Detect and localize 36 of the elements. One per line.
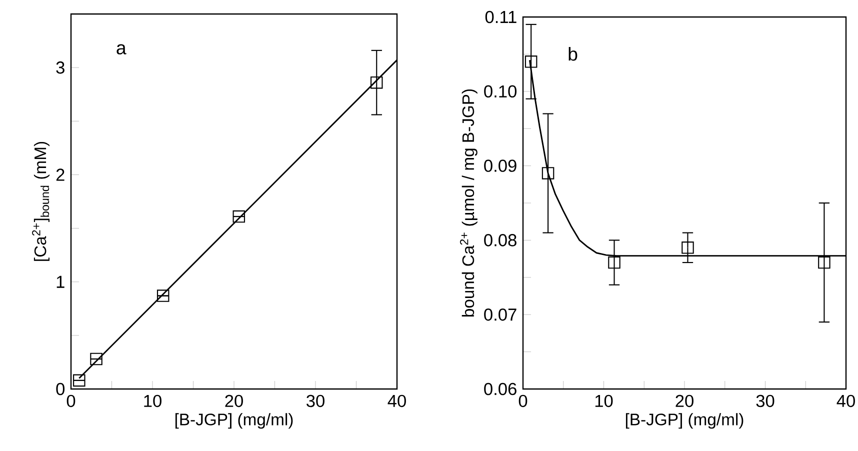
- x-tick-label: 30: [306, 394, 324, 408]
- x-tick-label: 0: [66, 394, 76, 408]
- y-tick-label: 1: [56, 276, 64, 288]
- y-tick-label: 0.07: [484, 308, 516, 321]
- point: [370, 76, 383, 89]
- x-tick-label: 10: [144, 394, 162, 408]
- y-tick-label: 3: [56, 61, 64, 74]
- point: [232, 210, 246, 223]
- point: [90, 352, 102, 366]
- point: [682, 242, 694, 254]
- point: [73, 374, 86, 387]
- x-axis-title: [B-JGP] (mg/ml): [175, 413, 293, 429]
- x-tick-label: 0: [518, 394, 528, 408]
- x-tick-label: 30: [756, 394, 774, 408]
- x-axis-title: [B-JGP] (mg/ml): [626, 413, 744, 429]
- y-axis-title: [Ca$^{2+}$]$_{bound}$ (mM): [32, 142, 50, 261]
- y-tick-label: 0.09: [484, 160, 516, 172]
- point: [524, 56, 538, 68]
- point: [156, 290, 170, 302]
- y-tick-label: 2: [56, 168, 64, 181]
- point: [542, 167, 554, 180]
- x-tick-label: 40: [388, 394, 406, 408]
- y-axis-title: bound Ca$^{2+}$ (µmol / mg B-JGP): [460, 89, 478, 317]
- y-tick-label: 0.11: [485, 10, 516, 24]
- annotation: b: [568, 47, 578, 61]
- x-tick-label: 20: [225, 394, 243, 408]
- x-tick-label: 10: [595, 394, 613, 408]
- point: [818, 256, 830, 269]
- y-tick-label: 0: [56, 382, 65, 396]
- annotation: a: [116, 44, 126, 54]
- y-tick-label: 0.06: [484, 382, 516, 396]
- point: [608, 256, 620, 269]
- x-tick-label: 40: [836, 394, 855, 408]
- x-tick-label: 20: [676, 394, 694, 408]
- y-tick-label: 0.10: [484, 85, 517, 98]
- y-tick-label: 0.08: [484, 234, 516, 246]
